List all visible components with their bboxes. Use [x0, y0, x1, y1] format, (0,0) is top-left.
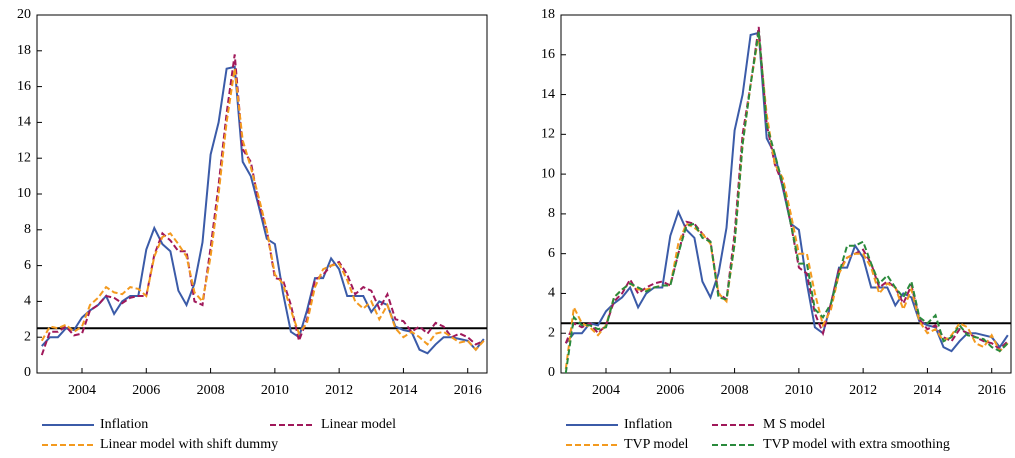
series-line	[564, 26, 1009, 351]
legend-label: Linear model with shift dummy	[100, 437, 278, 452]
y-tick-label: 6	[24, 258, 31, 273]
series-line	[564, 34, 1009, 370]
y-tick-label: 10	[17, 186, 31, 201]
x-tick-label: 2010	[785, 383, 813, 398]
legend-label: Inflation	[624, 417, 672, 432]
y-tick-label: 8	[548, 206, 555, 221]
y-tick-label: 18	[17, 43, 31, 58]
x-tick-label: 2012	[849, 383, 877, 398]
y-tick-label: 16	[541, 47, 555, 62]
series-line	[40, 68, 485, 352]
y-tick-label: 16	[17, 79, 31, 94]
legend-label: Inflation	[100, 417, 148, 432]
x-tick-label: 2016	[978, 383, 1006, 398]
x-tick-label: 2010	[261, 383, 289, 398]
plot-frame	[560, 14, 1012, 374]
y-tick-label: 2	[548, 325, 555, 340]
x-tick-label: 2004	[592, 383, 620, 398]
y-tick-label: 20	[17, 7, 31, 22]
y-tick-label: 6	[548, 246, 555, 261]
x-tick-label: 2014	[389, 383, 417, 398]
y-tick-label: 14	[541, 87, 555, 102]
series-line	[40, 54, 485, 356]
y-tick-label: 12	[541, 127, 555, 142]
x-tick-label: 2006	[656, 383, 684, 398]
y-tick-label: 0	[24, 365, 31, 380]
legend-label: TVP model	[624, 437, 689, 452]
x-tick-label: 2004	[68, 383, 96, 398]
y-tick-label: 2	[24, 329, 31, 344]
x-tick-label: 2008	[197, 383, 225, 398]
x-tick-label: 2008	[721, 383, 749, 398]
legend-label: M S model	[763, 417, 825, 432]
y-tick-label: 14	[17, 115, 31, 130]
y-tick-label: 10	[541, 166, 555, 181]
y-tick-label: 4	[24, 294, 31, 309]
y-tick-label: 4	[548, 286, 555, 301]
legend-label: Linear model	[321, 417, 396, 432]
plot-frame	[36, 14, 488, 374]
legend-label: TVP model with extra smoothing	[763, 437, 950, 452]
y-tick-label: 0	[548, 365, 555, 380]
series-line	[564, 30, 1009, 374]
x-tick-label: 2006	[132, 383, 160, 398]
x-tick-label: 2014	[913, 383, 941, 398]
y-tick-label: 8	[24, 222, 31, 237]
y-tick-label: 12	[17, 150, 31, 165]
y-tick-label: 18	[541, 7, 555, 22]
x-tick-label: 2012	[325, 383, 353, 398]
x-tick-label: 2016	[454, 383, 482, 398]
